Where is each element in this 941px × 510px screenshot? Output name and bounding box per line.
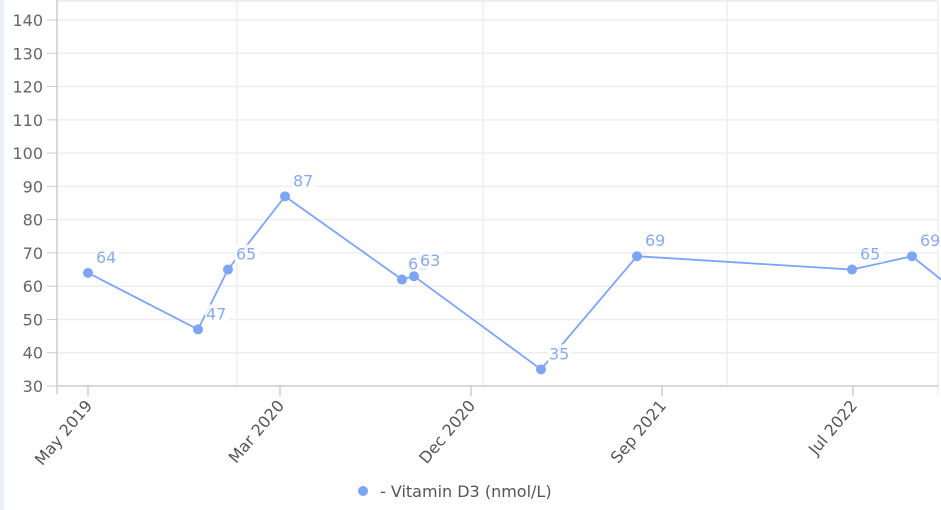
data-label: 35 — [549, 344, 569, 363]
data-label: 65 — [860, 245, 880, 264]
data-point[interactable] — [847, 264, 857, 275]
y-tick-label: 50 — [23, 310, 43, 329]
x-tick-label: Jul 2022 — [804, 396, 861, 459]
data-point[interactable] — [280, 191, 290, 202]
data-label: 69 — [645, 231, 665, 250]
data-point[interactable] — [397, 274, 407, 285]
data-point[interactable] — [536, 364, 546, 375]
y-tick-label: 60 — [23, 277, 43, 296]
x-tick-label: May 2019 — [31, 396, 96, 469]
data-label: 64 — [96, 248, 116, 267]
legend-label: - Vitamin D3 (nmol/L) — [380, 481, 552, 501]
series-line — [87, 195, 941, 371]
data-label: 47 — [206, 304, 226, 323]
legend-dot-icon — [358, 486, 368, 496]
left-panel-edge — [0, 0, 4, 510]
x-tick-label: Mar 2020 — [225, 396, 288, 466]
line-chart: 30 40 50 60 70 80 90 100 110 120 130 140 May 2019 Mar… — [12, 0, 941, 469]
y-tick-label: 70 — [23, 244, 43, 263]
y-tick-label: 100 — [12, 144, 43, 163]
y-tick-label: 40 — [23, 344, 43, 363]
data-label: 69 — [920, 231, 940, 250]
y-tick-label: 120 — [12, 78, 43, 97]
data-label: 65 — [236, 245, 256, 264]
data-point[interactable] — [83, 267, 93, 278]
y-tick-label: 130 — [12, 44, 43, 63]
data-point[interactable] — [193, 324, 203, 335]
data-point[interactable] — [907, 251, 917, 262]
y-tick-label: 90 — [23, 177, 43, 196]
chart-legend[interactable]: - Vitamin D3 (nmol/L) — [358, 480, 552, 502]
y-tick-label: 30 — [23, 377, 43, 396]
data-label: 87 — [293, 171, 313, 190]
data-point[interactable] — [632, 251, 642, 262]
y-tick-label: 80 — [23, 211, 43, 230]
y-tick-label: 110 — [12, 111, 43, 130]
x-tick-label: Dec 2020 — [415, 396, 479, 467]
data-point[interactable] — [409, 271, 419, 282]
x-tick-label: Sep 2021 — [607, 396, 670, 466]
data-point[interactable] — [223, 264, 233, 275]
y-tick-label: 140 — [12, 11, 43, 30]
data-label: 63 — [420, 251, 440, 270]
